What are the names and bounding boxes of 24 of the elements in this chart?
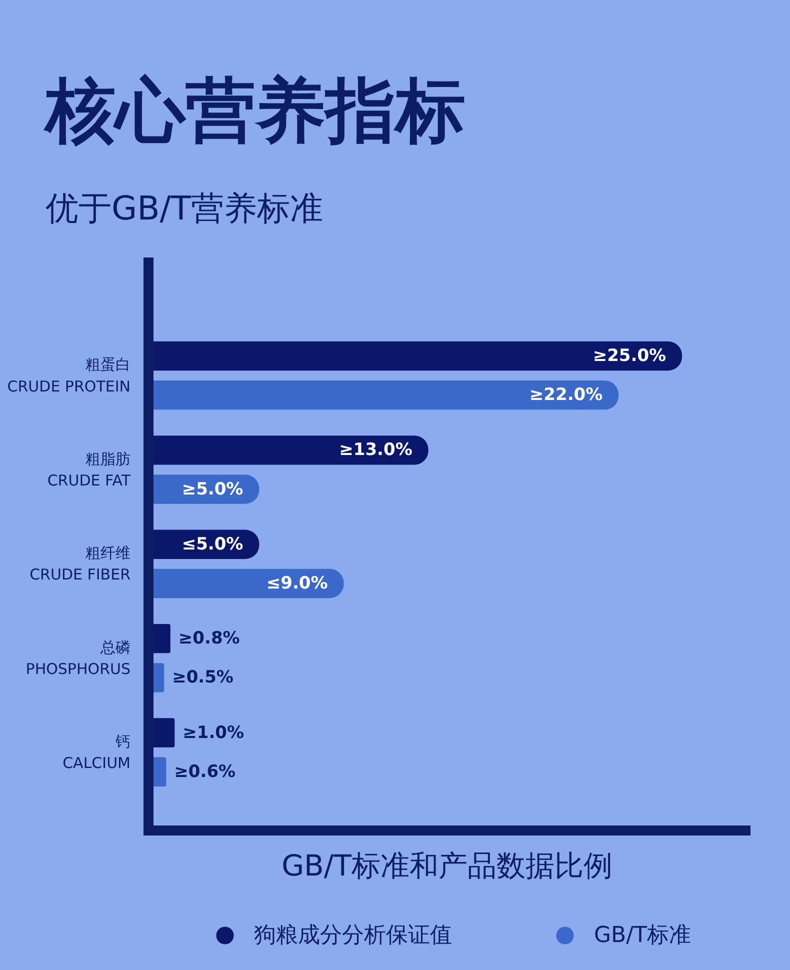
y-tick-label: 粗蛋白 CRUDE PROTEIN [7,356,131,396]
legend-label: 狗粮成分分析保证值 [254,922,452,950]
data-label: ≥5.0% [182,479,244,500]
data-label: ≥0.8% [178,628,240,649]
y-tick-label: 粗脂肪 CRUDE FAT [47,450,132,490]
chart-title: 核心营养指标 [42,70,466,152]
data-label: ≤5.0% [182,534,244,554]
x-axis-title: GB/T标准和产品数据比例 [282,848,612,882]
data-label: ≥25.0% [592,346,666,366]
bar [154,757,166,786]
data-label: ≥22.0% [529,385,603,406]
data-label: ≥13.0% [339,440,412,460]
chart-subtitle: 优于GB/T营养标准 [46,188,323,228]
data-label: ≥0.5% [172,668,234,688]
y-tick-label: 粗纤维 CRUDE FIBER [30,544,131,584]
bar [154,380,619,410]
bar [154,568,344,598]
legend-label: GB/T标准 [594,922,691,950]
y-tick-label: 总磷 PHOSPHORUS [26,638,131,678]
data-label: ≥1.0% [182,722,244,743]
data-label: ≥0.6% [174,762,236,782]
y-tick-label: 钙 CALCIUM [62,732,131,772]
data-label: ≤9.0% [266,573,328,594]
bar [154,663,164,692]
